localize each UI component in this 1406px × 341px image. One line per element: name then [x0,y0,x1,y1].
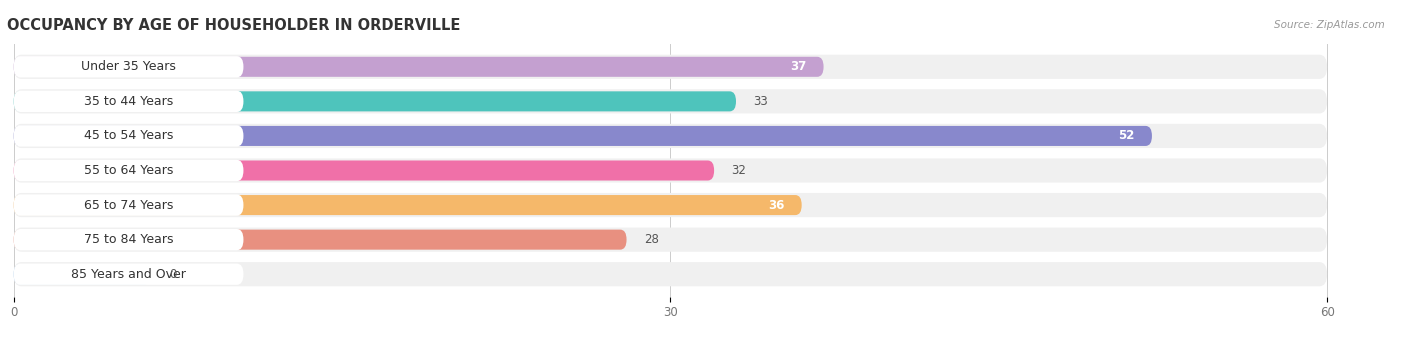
Text: OCCUPANCY BY AGE OF HOUSEHOLDER IN ORDERVILLE: OCCUPANCY BY AGE OF HOUSEHOLDER IN ORDER… [7,18,460,33]
Text: 32: 32 [731,164,747,177]
Text: Under 35 Years: Under 35 Years [82,60,176,73]
Text: 36: 36 [768,198,785,211]
FancyBboxPatch shape [14,161,714,180]
Text: Source: ZipAtlas.com: Source: ZipAtlas.com [1274,20,1385,30]
FancyBboxPatch shape [14,89,1327,114]
Text: 55 to 64 Years: 55 to 64 Years [84,164,173,177]
FancyBboxPatch shape [14,126,1152,146]
FancyBboxPatch shape [14,193,1327,217]
FancyBboxPatch shape [14,264,243,285]
FancyBboxPatch shape [14,55,1327,79]
FancyBboxPatch shape [14,195,801,215]
FancyBboxPatch shape [14,229,243,250]
FancyBboxPatch shape [14,91,243,112]
Text: 37: 37 [790,60,806,73]
FancyBboxPatch shape [14,125,243,147]
FancyBboxPatch shape [14,159,1327,182]
Text: 75 to 84 Years: 75 to 84 Years [84,233,173,246]
FancyBboxPatch shape [14,194,243,216]
FancyBboxPatch shape [14,56,243,77]
FancyBboxPatch shape [14,229,627,250]
Text: 52: 52 [1118,130,1135,143]
FancyBboxPatch shape [14,57,824,77]
Text: 45 to 54 Years: 45 to 54 Years [84,130,173,143]
Text: 65 to 74 Years: 65 to 74 Years [84,198,173,211]
Text: 35 to 44 Years: 35 to 44 Years [84,95,173,108]
FancyBboxPatch shape [14,262,1327,286]
Text: 33: 33 [754,95,768,108]
FancyBboxPatch shape [14,124,1327,148]
Text: 28: 28 [644,233,659,246]
Text: 0: 0 [169,268,176,281]
FancyBboxPatch shape [14,160,243,181]
FancyBboxPatch shape [14,264,152,284]
FancyBboxPatch shape [14,227,1327,252]
Text: 85 Years and Over: 85 Years and Over [72,268,186,281]
FancyBboxPatch shape [14,91,735,112]
